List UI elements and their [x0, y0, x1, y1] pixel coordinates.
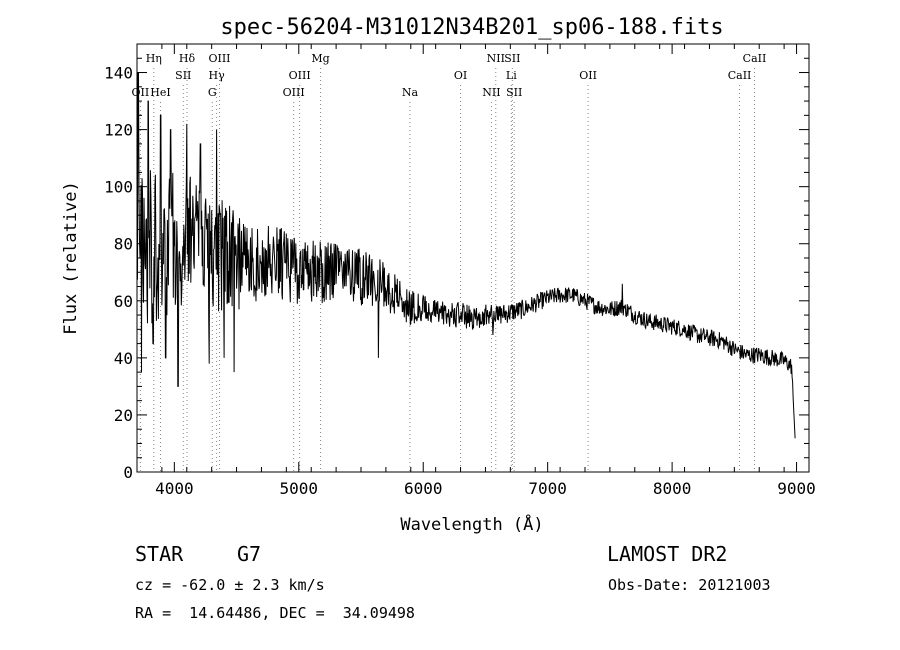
spectral-line-label: Hη	[146, 52, 162, 65]
spectral-line-label: Mg	[311, 52, 329, 65]
spectral-line-label: HeI	[150, 86, 170, 99]
x-tick-label: 8000	[653, 479, 692, 498]
x-tick-label: 7000	[528, 479, 567, 498]
x-axis-label: Wavelength (Å)	[400, 513, 543, 535]
y-tick-label: 140	[104, 64, 133, 83]
spectrum-line	[136, 72, 796, 439]
y-tick-label: 20	[114, 406, 133, 425]
spectral-line-label: SII	[504, 52, 520, 65]
spectral-line-label: SII	[506, 86, 522, 99]
coordinates-readout: RA = 14.64486, DEC = 34.09498	[135, 604, 415, 622]
spectral-line-label: OII	[132, 86, 150, 99]
spectral-line-label: OIII	[208, 52, 230, 65]
y-tick-label: 0	[123, 463, 133, 482]
spectral-line-markers	[139, 68, 755, 472]
object-subclass: G7	[237, 542, 262, 566]
y-axis-ticks: 0 20 40 60 80 100 120 140	[104, 57, 809, 482]
spectral-line-label: OII	[579, 69, 597, 82]
spectral-line-label: OIII	[283, 86, 305, 99]
y-tick-label: 40	[114, 349, 133, 368]
x-tick-label: 4000	[155, 479, 194, 498]
spectral-line-label: OIII	[289, 69, 311, 82]
x-axis-ticks: 4000 5000 6000 7000 8000 9000	[136, 44, 816, 498]
spectral-line-label: NII	[487, 52, 505, 65]
spectral-line-label: Li	[506, 69, 517, 82]
chart-title: spec-56204-M31012N34B201_sp06-188.fits	[220, 15, 723, 40]
spectral-line-label: G	[208, 86, 217, 99]
y-axis-label: Flux (relative)	[61, 181, 81, 335]
x-tick-label: 6000	[404, 479, 443, 498]
spectral-line-label: CaII	[728, 69, 752, 82]
redshift-readout: cz = -62.0 ± 2.3 km/s	[135, 576, 325, 594]
y-tick-label: 80	[114, 235, 133, 254]
spectral-line-label: CaII	[743, 52, 767, 65]
spectral-line-label: SII	[175, 69, 191, 82]
spectral-line-label: NII	[482, 86, 500, 99]
x-tick-label: 9000	[777, 479, 816, 498]
object-class: STAR	[135, 542, 184, 566]
observation-date: Obs-Date: 20121003	[608, 576, 771, 594]
y-tick-label: 100	[104, 178, 133, 197]
survey-name: LAMOST DR2	[607, 542, 728, 566]
x-tick-label: 5000	[280, 479, 319, 498]
y-tick-label: 120	[104, 121, 133, 140]
spectral-line-label: Hδ	[179, 52, 196, 65]
spectral-line-label: Na	[402, 86, 419, 99]
spectral-line-label: OI	[454, 69, 467, 82]
spectral-line-label: Hγ	[209, 69, 226, 82]
y-tick-label: 60	[114, 292, 133, 311]
